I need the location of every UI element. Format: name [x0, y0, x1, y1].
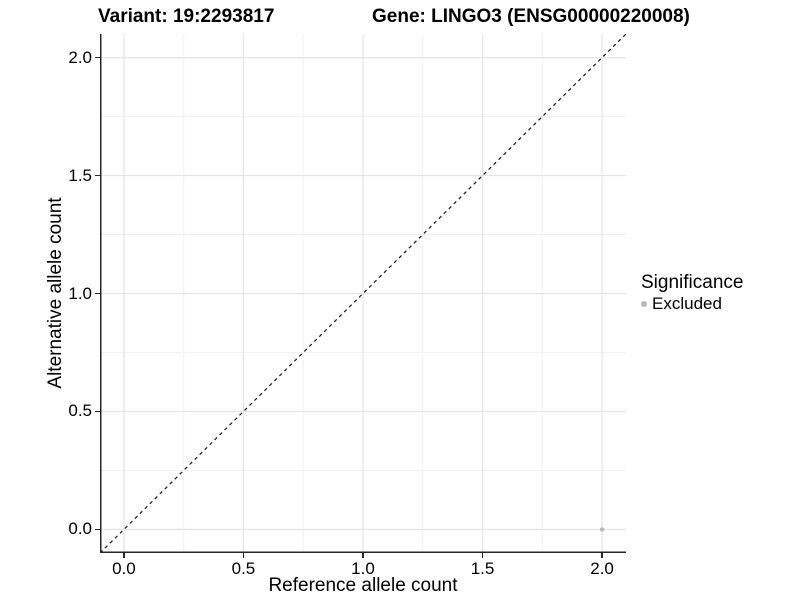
legend-item-label: Excluded [652, 294, 722, 313]
legend: Significance Excluded [641, 273, 743, 313]
x-tick-mark [601, 553, 603, 558]
plot-canvas [100, 34, 626, 553]
y-tick-label: 0.5 [68, 401, 92, 421]
x-axis-title: Reference allele count [268, 575, 458, 596]
y-tick-mark [95, 56, 100, 59]
y-tick-label: 1.5 [68, 165, 92, 185]
y-tick-label: 2.0 [68, 47, 92, 67]
plot-title-gene: Gene: LINGO3 (ENSG00000220008) [372, 6, 690, 27]
legend-point-icon [641, 301, 647, 307]
x-tick-mark [242, 553, 245, 558]
x-tick-mark [362, 553, 364, 558]
x-tick-label: 1.0 [351, 559, 375, 578]
legend-title: Significance [641, 272, 744, 293]
x-tick-label: 0.0 [112, 559, 136, 578]
x-tick-label: 2.0 [590, 559, 614, 578]
y-tick-mark [95, 292, 100, 295]
y-tick-mark [95, 174, 100, 177]
plot-title-variant: Variant: 19:2293817 [98, 6, 275, 27]
plot-panel [100, 34, 626, 553]
data-point-excluded [599, 527, 605, 532]
legend-item-excluded: Excluded [641, 295, 743, 313]
y-tick-mark [95, 410, 100, 413]
y-tick-label: 1.0 [68, 283, 92, 303]
x-tick-label: 0.5 [231, 559, 256, 578]
x-tick-label: 1.5 [470, 559, 495, 578]
x-tick-mark [123, 553, 125, 558]
y-tick-mark [95, 528, 100, 531]
y-tick-label: 0.0 [68, 519, 92, 539]
x-tick-mark [481, 553, 484, 558]
